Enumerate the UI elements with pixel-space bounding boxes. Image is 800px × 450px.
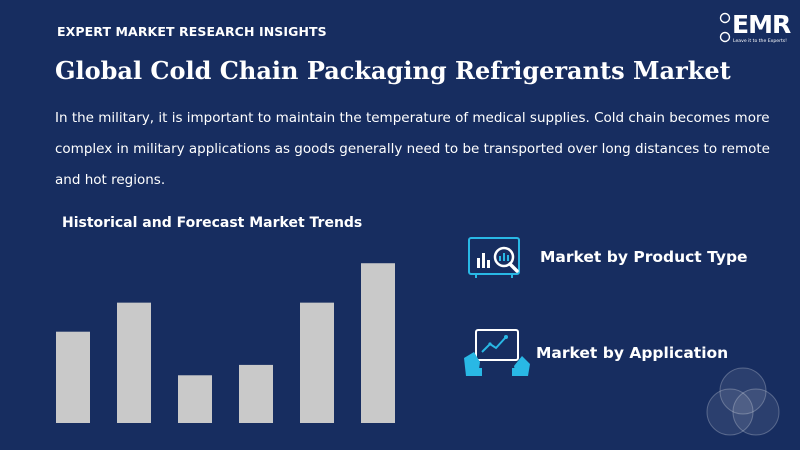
bar-5 <box>300 302 334 423</box>
touch-screen-chart-icon <box>464 329 530 376</box>
page-title: Global Cold Chain Packaging Refrigerants… <box>55 56 731 85</box>
bar-1 <box>56 331 90 423</box>
bar-6 <box>361 263 395 423</box>
chart-title: Historical and Forecast Market Trends <box>62 215 363 231</box>
description: In the military, it is important to main… <box>55 110 770 188</box>
chart-magnifier-icon <box>468 237 520 278</box>
emr-logo: EMR Leave it to the Experts! <box>718 8 791 50</box>
market-by-application: Market by Application <box>536 344 729 362</box>
venn-decoration-icon <box>706 367 780 436</box>
logo-text: EMR <box>732 10 791 39</box>
market-by-product-type: Market by Product Type <box>540 248 748 266</box>
bar-2 <box>117 302 151 423</box>
globe-icon <box>719 12 731 43</box>
bar-3 <box>178 375 212 423</box>
logo-tagline: Leave it to the Experts! <box>733 39 788 44</box>
kicker-label: EXPERT MARKET RESEARCH INSIGHTS <box>57 24 327 39</box>
bar-4 <box>239 364 273 423</box>
